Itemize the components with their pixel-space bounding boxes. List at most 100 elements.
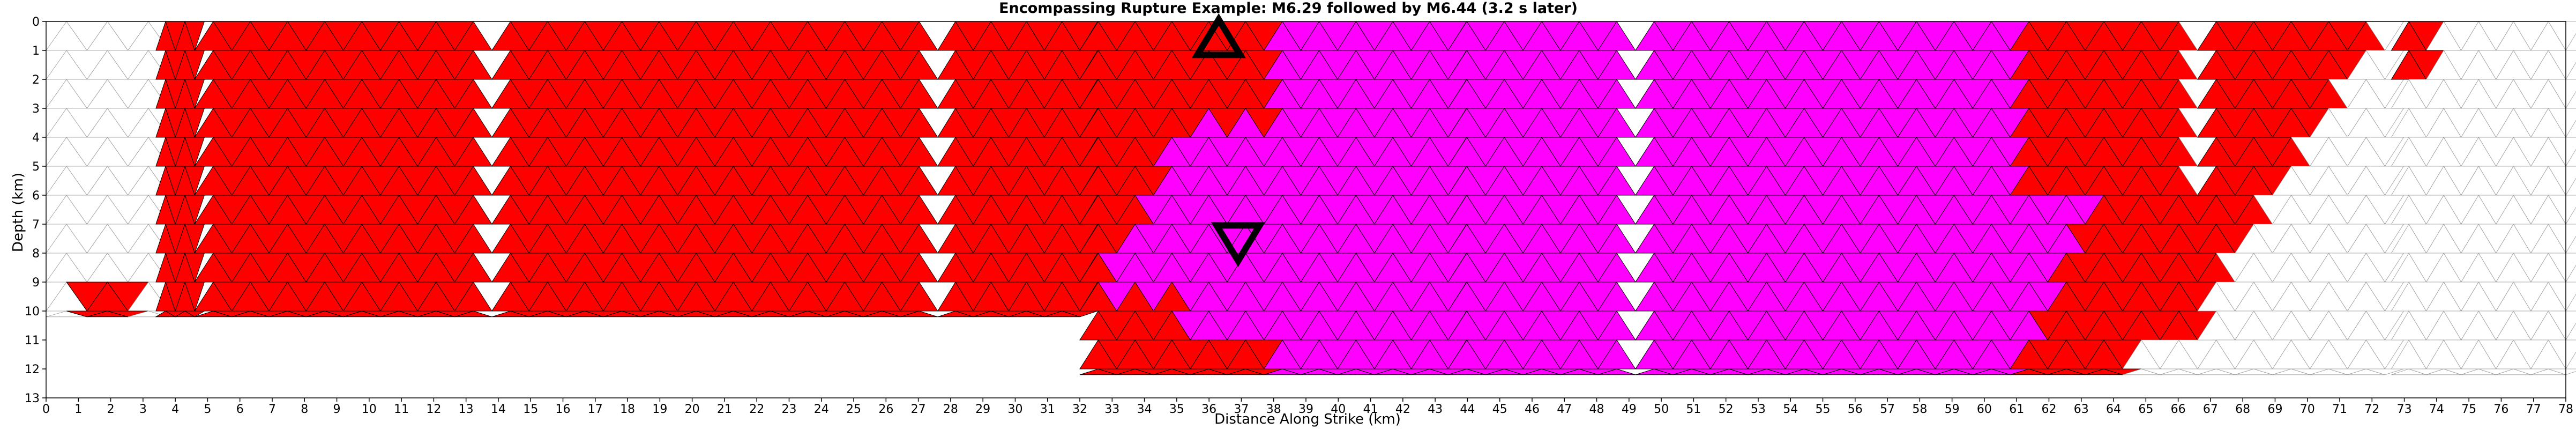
x-tick-label: 30 — [1007, 403, 1022, 416]
x-tick-label: 60 — [1977, 403, 1992, 416]
x-tick-label: 18 — [620, 403, 635, 416]
x-tick-label: 16 — [556, 403, 571, 416]
x-tick-label: 15 — [523, 403, 538, 416]
x-tick-label: 78 — [2558, 403, 2573, 416]
x-tick-label: 61 — [2009, 403, 2024, 416]
x-tick-label: 37 — [1234, 403, 1249, 416]
y-tick-label: 5 — [32, 160, 40, 174]
x-tick-label: 33 — [1104, 403, 1119, 416]
mesh-triangle — [2365, 253, 2405, 283]
x-tick-label: 9 — [333, 403, 341, 416]
y-tick-label: 12 — [25, 363, 40, 376]
x-tick-label: 2 — [107, 403, 115, 416]
y-tick-label: 8 — [32, 247, 40, 261]
x-tick-label: 51 — [1686, 403, 1701, 416]
x-tick-label: 46 — [1525, 403, 1540, 416]
x-tick-label: 64 — [2106, 403, 2121, 416]
x-tick-label: 77 — [2526, 403, 2541, 416]
x-tick-label: 73 — [2397, 403, 2412, 416]
x-tick-label: 50 — [1654, 403, 1669, 416]
x-tick-label: 10 — [362, 403, 377, 416]
y-tick-label: 4 — [32, 131, 40, 145]
x-tick-label: 12 — [426, 403, 441, 416]
y-tick-label: 1 — [32, 45, 40, 58]
x-tick-label: 24 — [814, 403, 829, 416]
x-tick-label: 29 — [975, 403, 990, 416]
x-axis-ticks: 0 1 2 3 4 5 6 7 8 9 10 11 12 13 14 15 16 17 18 19 20 21 22 23 24… — [42, 398, 2573, 416]
x-tick-label: 62 — [2041, 403, 2056, 416]
x-tick-label: 7 — [268, 403, 276, 416]
y-tick-label: 11 — [25, 334, 40, 347]
x-tick-label: 45 — [1492, 403, 1507, 416]
x-tick-label: 47 — [1557, 403, 1572, 416]
x-tick-label: 40 — [1331, 403, 1346, 416]
mesh-triangle — [2365, 339, 2405, 369]
x-tick-label: 65 — [2138, 403, 2153, 416]
x-tick-label: 38 — [1266, 403, 1281, 416]
x-tick-label: 70 — [2300, 403, 2315, 416]
x-tick-label: 52 — [1719, 403, 1734, 416]
x-tick-label: 42 — [1395, 403, 1410, 416]
x-tick-label: 21 — [717, 403, 732, 416]
mesh-triangle — [2366, 368, 2404, 375]
y-tick-label: 0 — [32, 16, 40, 29]
x-tick-label: 68 — [2235, 403, 2250, 416]
x-tick-label: 75 — [2461, 403, 2476, 416]
x-tick-label: 39 — [1298, 403, 1313, 416]
x-tick-label: 4 — [171, 403, 179, 416]
mesh-triangle — [1597, 368, 1636, 375]
x-tick-label: 14 — [491, 403, 506, 416]
x-tick-label: 44 — [1460, 403, 1475, 416]
x-tick-label: 55 — [1816, 403, 1831, 416]
hypocenter-marker-second — [1211, 222, 1266, 267]
x-tick-label: 36 — [1201, 403, 1216, 416]
x-tick-label: 11 — [394, 403, 409, 416]
x-tick-label: 56 — [1848, 403, 1863, 416]
x-tick-label: 67 — [2203, 403, 2218, 416]
y-tick-label: 2 — [32, 73, 40, 87]
x-tick-label: 53 — [1751, 403, 1766, 416]
x-tick-label: 23 — [781, 403, 796, 416]
y-tick-label: 9 — [32, 276, 40, 290]
x-tick-label: 66 — [2171, 403, 2186, 416]
mesh-triangle — [2365, 50, 2405, 80]
hypocenter-markers — [1191, 13, 1266, 267]
mesh-triangle — [2365, 195, 2405, 225]
x-tick-label: 63 — [2074, 403, 2089, 416]
x-tick-label: 35 — [1169, 403, 1184, 416]
x-tick-label: 1 — [74, 403, 82, 416]
x-tick-label: 49 — [1622, 403, 1637, 416]
x-tick-label: 69 — [2267, 403, 2282, 416]
hypocenter-marker-first — [1191, 13, 1246, 58]
mesh-triangle — [454, 310, 492, 317]
x-tick-label: 8 — [301, 403, 308, 416]
x-tick-label: 5 — [204, 403, 211, 416]
x-tick-label: 43 — [1428, 403, 1443, 416]
x-tick-label: 20 — [685, 403, 700, 416]
mesh-triangle — [2365, 166, 2405, 196]
x-tick-label: 54 — [1783, 403, 1798, 416]
chart-title: Encompassing Rupture Example: M6.29 foll… — [999, 0, 1578, 17]
x-tick-label: 6 — [236, 403, 244, 416]
x-tick-label: 34 — [1137, 403, 1152, 416]
x-tick-label: 27 — [911, 403, 926, 416]
x-tick-label: 17 — [588, 403, 603, 416]
x-tick-label: 58 — [1912, 403, 1927, 416]
x-tick-label: 0 — [42, 403, 50, 416]
y-tick-label: 3 — [32, 102, 40, 116]
x-tick-label: 31 — [1040, 403, 1055, 416]
x-tick-label: 71 — [2332, 403, 2347, 416]
mesh-triangle — [2365, 79, 2405, 109]
x-tick-label: 76 — [2493, 403, 2508, 416]
y-tick-label: 10 — [25, 305, 40, 319]
x-tick-label: 28 — [943, 403, 958, 416]
x-tick-label: 13 — [459, 403, 474, 416]
mesh-triangle — [900, 310, 938, 317]
x-tick-label: 74 — [2429, 403, 2444, 416]
x-tick-label: 41 — [1363, 403, 1378, 416]
x-tick-label: 48 — [1589, 403, 1604, 416]
x-tick-label: 22 — [749, 403, 764, 416]
mesh-triangle — [2365, 137, 2405, 167]
